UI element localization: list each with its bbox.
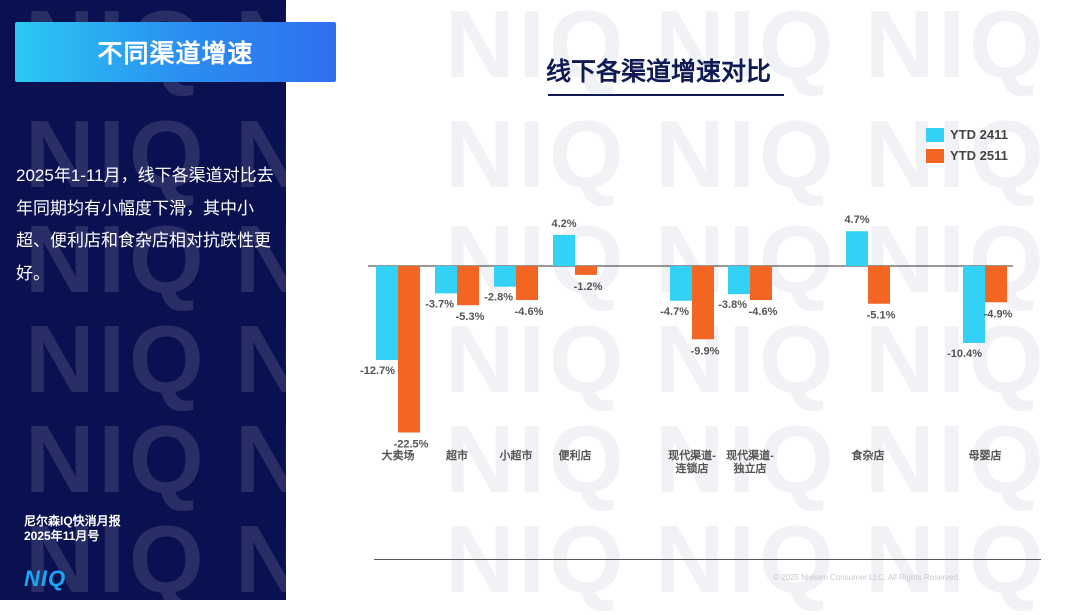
data-label: 4.2% xyxy=(551,218,576,230)
data-label: -9.9% xyxy=(691,345,720,357)
data-label: -12.7% xyxy=(360,365,395,377)
bar-ytd-2411-3 xyxy=(494,266,516,287)
category-label: 现代渠道- xyxy=(668,448,716,462)
bar-ytd-2511-6 xyxy=(750,266,772,301)
bar-ytd-2411-2 xyxy=(435,266,457,294)
copyright: © 2025 Nielsen Consumer LLC. All Rights … xyxy=(773,573,961,582)
data-label: -4.6% xyxy=(749,306,778,318)
category-label: 小超市 xyxy=(499,448,533,462)
category-label: 超市 xyxy=(445,448,468,462)
data-label: -1.2% xyxy=(574,281,603,293)
legend-swatch-ytd-2511 xyxy=(926,148,944,163)
legend-item-ytd-2411: YTD 2411 xyxy=(926,127,1008,142)
category-label: 食杂店 xyxy=(852,448,885,462)
data-label: -3.7% xyxy=(425,298,454,310)
data-label: -4.7% xyxy=(660,306,689,318)
bar-ytd-2411-1 xyxy=(376,266,398,360)
data-label: -3.8% xyxy=(718,299,747,311)
chart-title: 线下各渠道增速对比 xyxy=(546,58,772,86)
legend-swatch-ytd-2411 xyxy=(926,127,944,142)
page-title: 不同渠道增速 xyxy=(97,40,254,68)
report-name: 尼尔森IQ快消月报 xyxy=(24,514,121,528)
category-label: 连锁店 xyxy=(676,461,709,475)
data-label: -4.9% xyxy=(984,308,1013,320)
bar-ytd-2411-7 xyxy=(846,231,868,266)
niq-logo: NIQ xyxy=(24,566,67,591)
footer-divider xyxy=(374,559,1041,560)
page-title-banner: 不同渠道增速 xyxy=(15,22,336,82)
bar-ytd-2511-4 xyxy=(575,266,597,275)
data-label: -10.4% xyxy=(947,348,982,360)
legend-label-ytd-2411: YTD 2411 xyxy=(950,127,1008,142)
category-label: 大卖场 xyxy=(382,448,415,462)
category-label: 独立店 xyxy=(733,461,767,475)
bar-ytd-2511-5 xyxy=(692,266,714,340)
bar-ytd-2411-4 xyxy=(553,234,575,266)
data-label: -5.1% xyxy=(867,310,896,322)
bar-ytd-2511-1 xyxy=(398,266,420,433)
data-label: 4.7% xyxy=(844,214,869,226)
category-label: 母婴店 xyxy=(969,448,1002,462)
bar-ytd-2411-5 xyxy=(670,266,692,301)
bar-ytd-2511-8 xyxy=(985,266,1007,303)
chart-title-underline xyxy=(548,94,784,96)
bar-ytd-2511-3 xyxy=(516,266,538,301)
category-label: 现代渠道- xyxy=(726,448,774,462)
report-date: 2025年11月号 xyxy=(24,529,100,543)
data-label: -4.6% xyxy=(515,306,544,318)
bar-ytd-2411-6 xyxy=(728,266,750,295)
legend-label-ytd-2511: YTD 2511 xyxy=(950,148,1008,163)
category-label: 便利店 xyxy=(559,448,592,462)
data-label: -2.8% xyxy=(484,292,513,304)
bar-ytd-2411-8 xyxy=(963,266,985,343)
bar-ytd-2511-2 xyxy=(457,266,479,306)
bar-ytd-2511-7 xyxy=(868,266,890,304)
legend-item-ytd-2511: YTD 2511 xyxy=(926,148,1008,163)
bar-chart: -12.7% -3.7% -2.8% 4.2% -4.7% -3.8% 4.7% -10.4%… xyxy=(360,214,1013,475)
data-label: -5.3% xyxy=(456,311,485,323)
summary-text: 2025年1-11月，线下各渠道对比去年同期均有小幅度下滑，其中小超、便利店和食… xyxy=(16,166,274,283)
data-label: -22.5% xyxy=(394,439,429,451)
